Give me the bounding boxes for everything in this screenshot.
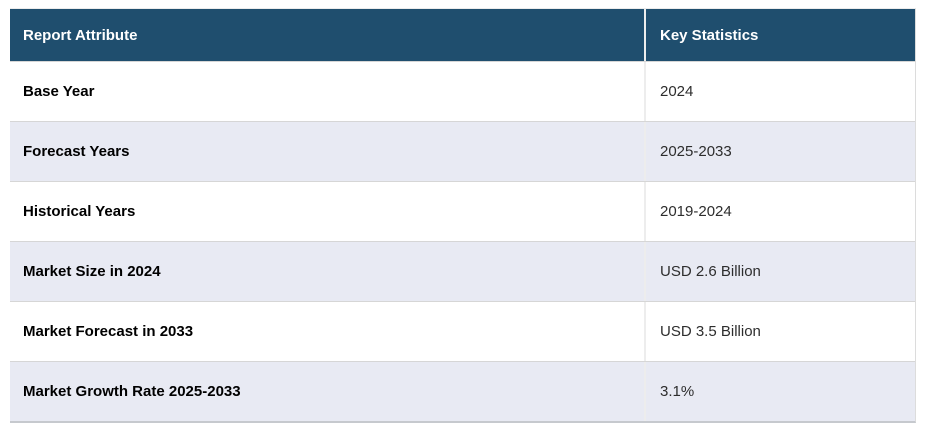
- attribute-cell: Market Size in 2024: [10, 242, 646, 301]
- table-row: Market Forecast in 2033 USD 3.5 Billion: [10, 301, 915, 361]
- table-header-row: Report Attribute Key Statistics: [10, 9, 915, 61]
- value-cell: 2024: [660, 83, 694, 100]
- value-cell: 2025-2033: [660, 143, 732, 160]
- table-row: Historical Years 2019-2024: [10, 181, 915, 241]
- table-row: Market Size in 2024 USD 2.6 Billion: [10, 241, 915, 301]
- value-cell: USD 2.6 Billion: [660, 263, 761, 280]
- table-row: Forecast Years 2025-2033: [10, 121, 915, 181]
- attribute-cell: Historical Years: [10, 182, 646, 241]
- value-cell: USD 3.5 Billion: [660, 323, 761, 340]
- column-header-report-attribute: Report Attribute: [10, 9, 646, 61]
- attribute-cell: Market Growth Rate 2025-2033: [10, 362, 646, 421]
- value-cell: 2019-2024: [660, 203, 732, 220]
- attribute-cell: Forecast Years: [10, 122, 646, 181]
- table-row: Base Year 2024: [10, 61, 915, 121]
- value-cell: 3.1%: [660, 383, 695, 400]
- key-statistics-table: Report Attribute Key Statistics Base Yea…: [10, 8, 916, 423]
- attribute-cell: Market Forecast in 2033: [10, 302, 646, 361]
- table-row: Market Growth Rate 2025-2033 3.1%: [10, 361, 915, 421]
- column-header-key-statistics: Key Statistics: [660, 26, 759, 44]
- attribute-cell: Base Year: [10, 62, 646, 121]
